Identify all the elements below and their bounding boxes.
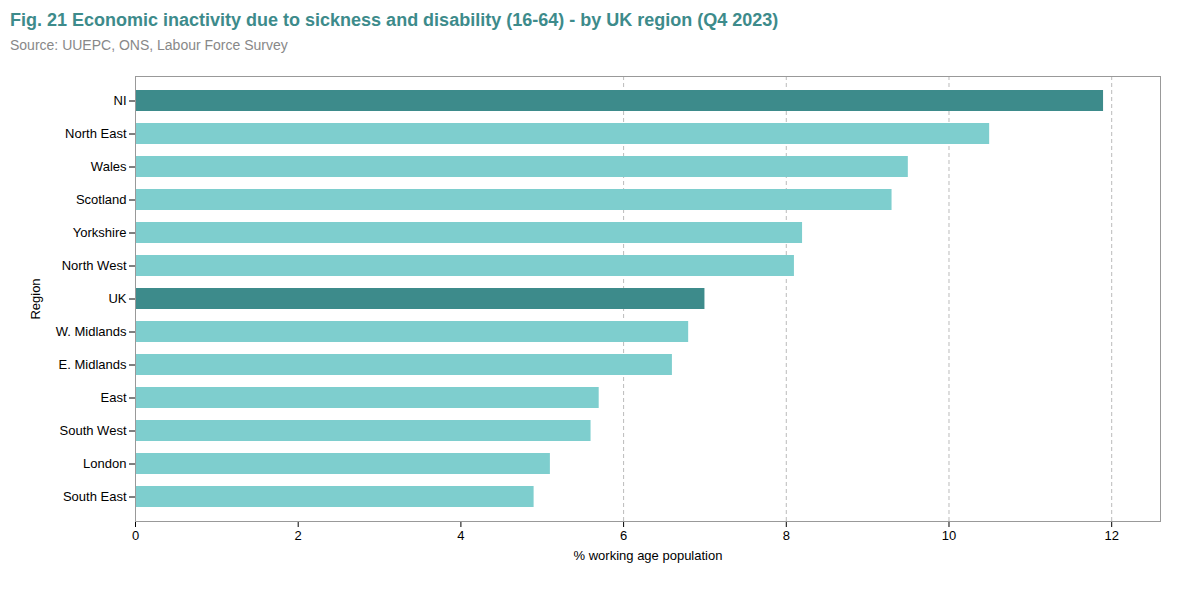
- svg-text:Region: Region: [28, 278, 43, 319]
- svg-text:0: 0: [132, 528, 139, 543]
- svg-text:2: 2: [295, 528, 302, 543]
- svg-text:% working age population: % working age population: [574, 548, 723, 563]
- svg-text:North West: North West: [62, 258, 127, 273]
- svg-text:8: 8: [783, 528, 790, 543]
- svg-text:12: 12: [1104, 528, 1118, 543]
- svg-text:East: East: [100, 390, 126, 405]
- svg-text:South West: South West: [60, 423, 127, 438]
- svg-text:London: London: [83, 456, 126, 471]
- svg-text:E. Midlands: E. Midlands: [59, 357, 127, 372]
- html-text:Fig. 21 Economic inactivity du: Fig. 21 Economic inactivity due to sickn…: [10, 10, 779, 30]
- svg-text:W. Midlands: W. Midlands: [56, 324, 127, 339]
- svg-text:NI: NI: [114, 93, 127, 108]
- svg-text:6: 6: [620, 528, 627, 543]
- svg-text:10: 10: [942, 528, 956, 543]
- html-text:Source: UUEPC, ONS, Labour For: Source: UUEPC, ONS, Labour Force Survey: [10, 37, 288, 53]
- svg-text:North East: North East: [65, 126, 127, 141]
- svg-text:Yorkshire: Yorkshire: [73, 225, 127, 240]
- svg-text:Scotland: Scotland: [76, 192, 127, 207]
- svg-text:South East: South East: [63, 489, 127, 504]
- svg-text:4: 4: [457, 528, 464, 543]
- svg-text:Wales: Wales: [91, 159, 127, 174]
- svg-text:UK: UK: [108, 291, 126, 306]
